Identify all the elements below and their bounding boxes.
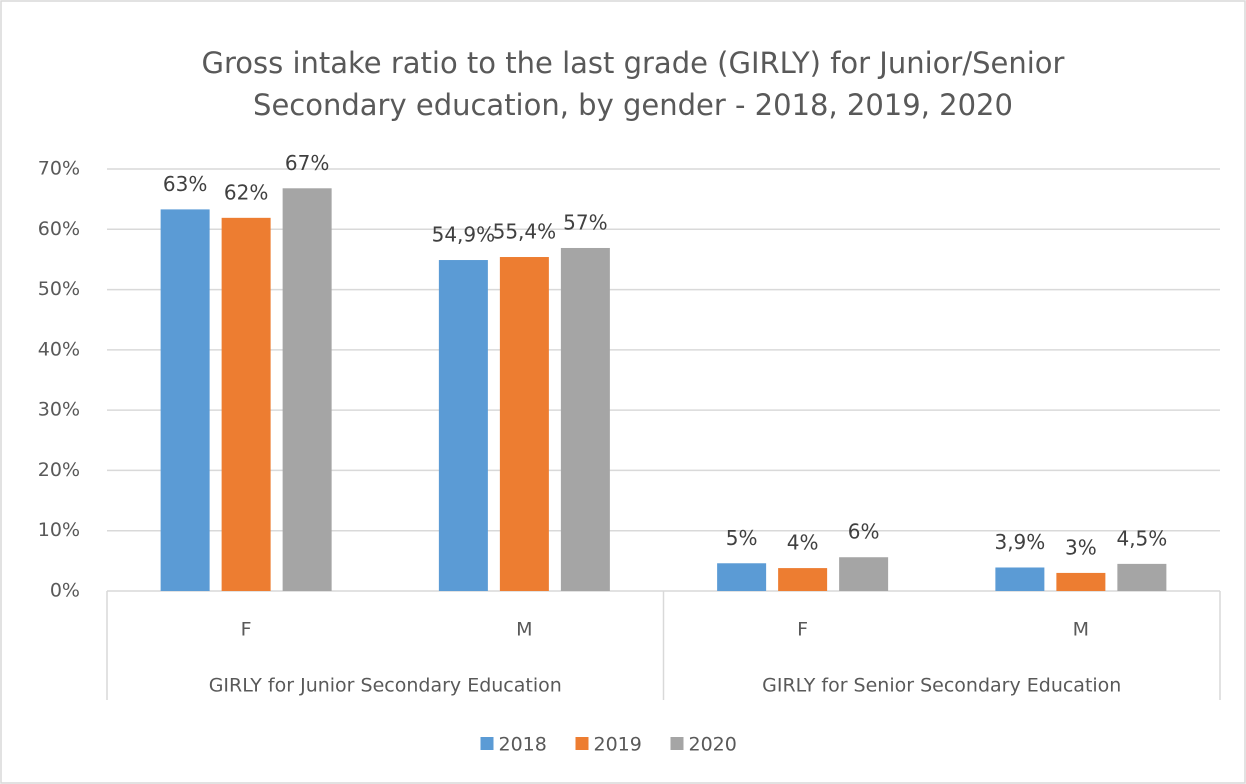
bar bbox=[717, 563, 767, 591]
y-tick-label: 20% bbox=[38, 459, 80, 481]
bar bbox=[778, 568, 828, 591]
legend-swatch bbox=[575, 737, 589, 750]
x-tick-label: M bbox=[516, 619, 532, 641]
y-tick-label: 60% bbox=[38, 218, 80, 240]
data-label: 3% bbox=[1065, 535, 1097, 559]
x-tick-label: F bbox=[241, 619, 252, 641]
legend-label: 2019 bbox=[594, 734, 642, 756]
y-tick-label: 70% bbox=[38, 158, 80, 180]
bar bbox=[499, 257, 549, 591]
bar bbox=[438, 260, 488, 591]
bar bbox=[1056, 572, 1106, 591]
data-label: 57% bbox=[563, 210, 607, 234]
chart-title: Secondary education, by gender - 2018, 2… bbox=[253, 88, 1013, 122]
bar bbox=[1117, 563, 1167, 591]
data-label: 5% bbox=[726, 526, 758, 550]
data-label: 62% bbox=[224, 180, 268, 204]
y-tick-label: 0% bbox=[50, 580, 80, 602]
x-tick-label: M bbox=[1073, 619, 1089, 641]
y-tick-label: 30% bbox=[38, 399, 80, 421]
y-tick-label: 50% bbox=[38, 278, 80, 300]
group-label: GIRLY for Senior Secondary Education bbox=[762, 675, 1121, 697]
legend-label: 2018 bbox=[499, 734, 547, 756]
legend-label: 2020 bbox=[689, 734, 737, 756]
data-label: 3,9% bbox=[994, 530, 1045, 554]
legend-swatch bbox=[480, 737, 494, 750]
y-tick-label: 10% bbox=[38, 519, 80, 541]
bar bbox=[282, 188, 332, 591]
data-label: 55,4% bbox=[493, 220, 557, 244]
data-label: 6% bbox=[848, 520, 880, 544]
legend-swatch bbox=[670, 737, 684, 750]
data-label: 54,9% bbox=[432, 223, 496, 247]
bar bbox=[560, 247, 610, 591]
bar bbox=[160, 209, 210, 592]
chart-title: Gross intake ratio to the last grade (GI… bbox=[202, 46, 1065, 80]
y-tick-label: 40% bbox=[38, 338, 80, 360]
data-label: 67% bbox=[285, 151, 329, 175]
data-label: 4% bbox=[787, 531, 819, 555]
data-label: 63% bbox=[163, 172, 207, 196]
data-label: 4,5% bbox=[1116, 526, 1167, 550]
x-tick-label: F bbox=[797, 619, 808, 641]
bar bbox=[995, 567, 1045, 591]
bar bbox=[221, 217, 271, 591]
group-label: GIRLY for Junior Secondary Education bbox=[209, 675, 562, 697]
bar bbox=[839, 557, 889, 591]
